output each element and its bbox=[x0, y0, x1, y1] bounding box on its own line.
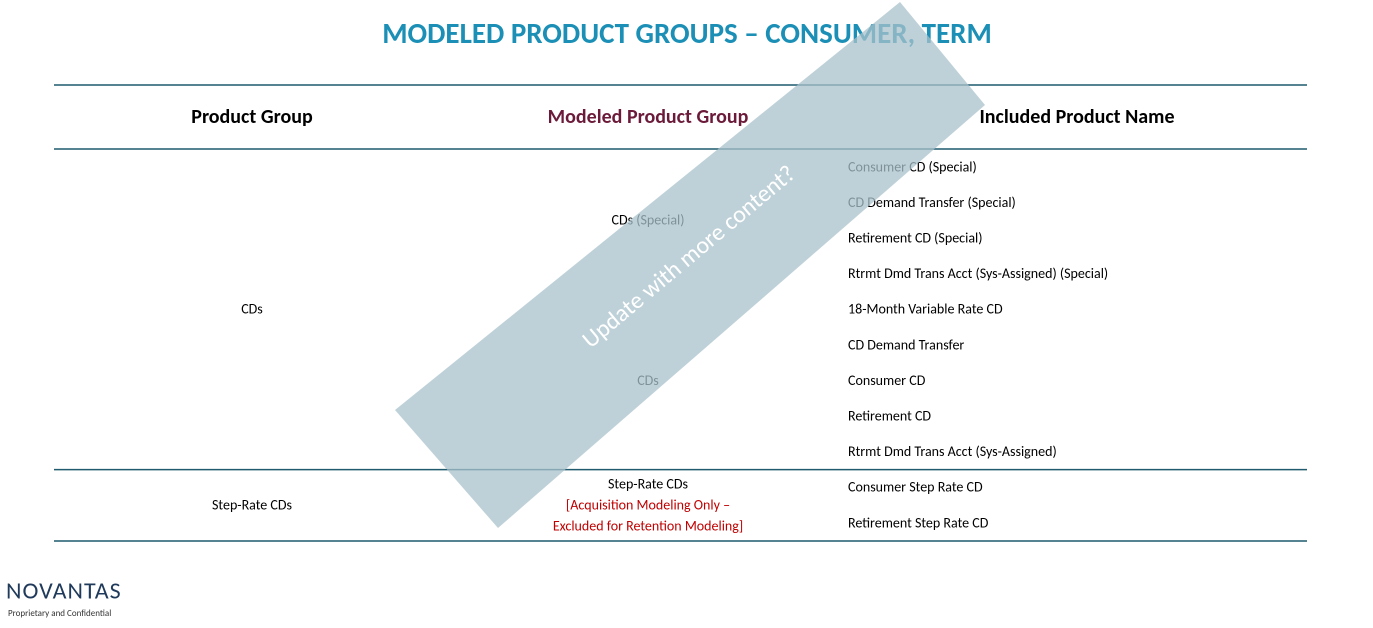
product-name: CD Demand Transfer bbox=[848, 336, 964, 353]
product-name: Consumer CD bbox=[848, 372, 926, 389]
logo: NOVANTAS bbox=[6, 577, 122, 606]
product-name: 18-Month Variable Rate CD bbox=[848, 301, 1003, 318]
column-header: Included Product Name bbox=[979, 105, 1174, 129]
watermark-band bbox=[395, 2, 985, 528]
column-header: Product Group bbox=[191, 105, 313, 129]
modeled-group: Step-Rate CDs bbox=[608, 476, 688, 493]
product-name: Retirement CD (Special) bbox=[848, 230, 982, 247]
product-name: Retirement CD bbox=[848, 408, 931, 425]
modeled-note: [Acquisition Modeling Only – bbox=[566, 497, 730, 514]
modeled-note: Excluded for Retention Modeling] bbox=[553, 518, 743, 535]
product-name: Retirement Step Rate CD bbox=[848, 514, 989, 531]
product-name: Consumer Step Rate CD bbox=[848, 479, 983, 496]
product-name: Rtrmt Dmd Trans Acct (Sys-Assigned) bbox=[848, 443, 1057, 460]
column-header: Modeled Product Group bbox=[548, 105, 749, 129]
tagline: Proprietary and Confidential bbox=[8, 608, 111, 619]
product-name: Rtrmt Dmd Trans Acct (Sys-Assigned) (Spe… bbox=[848, 265, 1108, 282]
product-group: Step-Rate CDs bbox=[212, 497, 292, 514]
product-group: CDs bbox=[241, 301, 263, 318]
product-name: CD Demand Transfer (Special) bbox=[848, 194, 1016, 211]
